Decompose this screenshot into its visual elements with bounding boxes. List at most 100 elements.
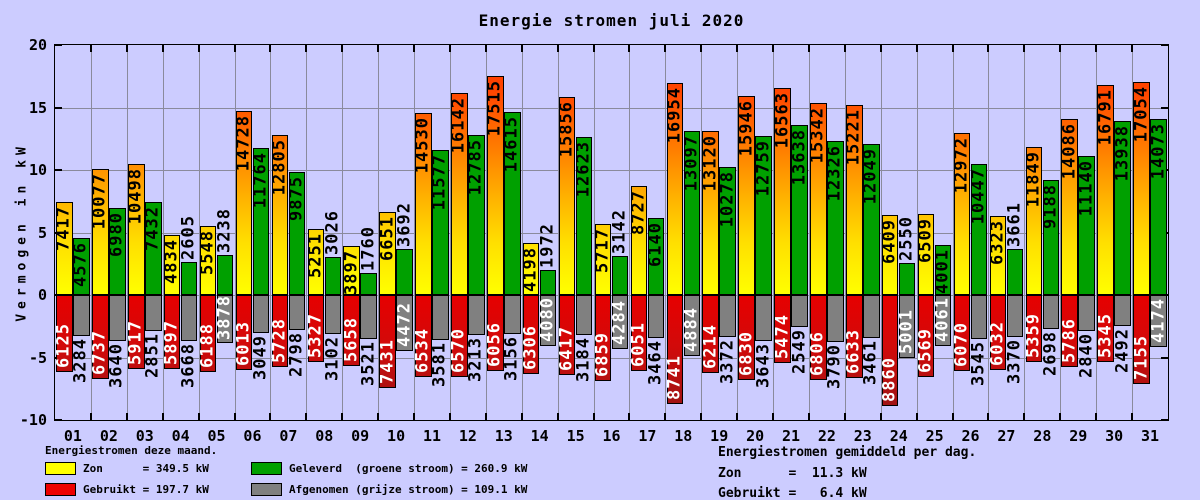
x-tick-bottom xyxy=(89,413,92,420)
bar-value-label: 16954 xyxy=(664,87,685,144)
legend-item-geleverd: Geleverd (groene stroom) = 260.9 kW xyxy=(251,462,527,475)
bar-zon-03: 10498 xyxy=(126,163,146,295)
bar-afgenomen-28: 2698 xyxy=(1040,295,1060,376)
bar-value-label: 2851 xyxy=(142,332,163,378)
bar-zon-20: 15946 xyxy=(736,95,757,295)
gridline-vertical xyxy=(306,45,308,420)
x-tick-label-30: 30 xyxy=(1105,427,1124,445)
x-tick-label-14: 14 xyxy=(530,427,549,445)
bar-value-label: 6417 xyxy=(556,326,577,372)
x-tick-top xyxy=(305,45,308,52)
bar-zon-12: 16142 xyxy=(449,93,469,295)
bar-gebruikt-02: 6737 xyxy=(90,295,110,380)
x-tick-label-20: 20 xyxy=(746,427,765,445)
bar-value-label: 5917 xyxy=(125,320,146,365)
x-tick-top xyxy=(89,45,92,52)
gridline-vertical xyxy=(234,45,236,420)
x-tick-bottom xyxy=(772,413,775,420)
x-tick-top xyxy=(1023,45,1026,52)
bar-value-label: 3049 xyxy=(250,335,271,381)
bar-zon-18: 16954 xyxy=(664,83,685,295)
x-tick-top xyxy=(448,45,451,52)
gridline-vertical xyxy=(198,45,200,420)
bar-zon-13: 17515 xyxy=(485,76,505,295)
bar-geleverd-09: 1760 xyxy=(358,226,378,295)
bar-gebruikt-03: 5917 xyxy=(125,295,146,369)
bar-zon-27: 6323 xyxy=(987,215,1007,295)
bar-gebruikt-30: 5345 xyxy=(1095,295,1115,362)
gridline-vertical xyxy=(1132,45,1134,420)
x-tick-bottom xyxy=(341,413,344,420)
x-tick-bottom xyxy=(161,413,164,420)
bar-value-label: 8727 xyxy=(628,189,649,235)
bar-value-label: 14615 xyxy=(501,116,522,173)
bar-value-label: 3370 xyxy=(1004,339,1025,385)
bar-afgenomen-04: 3668 xyxy=(179,295,199,388)
gridline-horizontal xyxy=(55,170,1168,171)
y-tick-left xyxy=(55,106,62,109)
bar-gebruikt-21: 5474 xyxy=(772,295,792,364)
bar-geleverd-14: 1972 xyxy=(538,223,558,295)
bar-zon-04: 4834 xyxy=(162,234,182,295)
bar-value-label: 5359 xyxy=(1023,313,1044,358)
x-tick-top xyxy=(484,45,487,52)
bar-value-label: 12785 xyxy=(465,139,486,196)
bar-value-label: 2549 xyxy=(789,328,809,374)
bar-afgenomen-11: 3581 xyxy=(430,295,450,387)
y-tick-right xyxy=(1161,44,1168,46)
x-tick-top xyxy=(556,45,559,52)
x-tick-top xyxy=(520,45,523,52)
bar-zon-17: 8727 xyxy=(628,185,649,295)
bar-geleverd-19: 10278 xyxy=(717,166,737,295)
x-tick-label-12: 12 xyxy=(458,427,477,445)
gridline-vertical xyxy=(342,45,344,420)
gridline-vertical xyxy=(449,45,451,420)
bar-value-label: 3661 xyxy=(1004,202,1025,248)
bar-gebruikt-18: 8741 xyxy=(664,295,684,405)
bar-value-label: 12805 xyxy=(269,138,290,196)
x-tick-label-13: 13 xyxy=(494,427,513,445)
bar-value-label: 6214 xyxy=(700,323,721,369)
bar-value-label: 16791 xyxy=(1095,89,1116,146)
bar-afgenomen-08: 3102 xyxy=(322,295,342,381)
x-tick-bottom xyxy=(1023,413,1026,420)
bar-zon-31: 17054 xyxy=(1131,81,1151,295)
legend-label-afgenomen: Afgenomen (grijze stroom) = 109.1 kW xyxy=(289,483,528,496)
bar-value-label: 12623 xyxy=(573,141,594,198)
bar-value-label: 3184 xyxy=(573,336,594,382)
bar-zon-01: 7417 xyxy=(54,202,74,295)
y-tick-left xyxy=(55,169,62,171)
bar-gebruikt-20: 6830 xyxy=(736,295,756,381)
legend-label-gebruikt: Gebruikt = 197.7 kW xyxy=(83,483,209,496)
bar-zon-22: 15342 xyxy=(808,103,828,295)
bar-zon-23: 15221 xyxy=(844,104,864,295)
bar-afgenomen-06: 3049 xyxy=(250,295,270,380)
bar-value-label: 10447 xyxy=(968,168,989,225)
bar-value-label: 5717 xyxy=(592,227,613,273)
bar-value-label: 3213 xyxy=(465,337,486,383)
gridline-vertical xyxy=(629,45,631,420)
bar-afgenomen-13: 3156 xyxy=(502,295,522,381)
bar-value-label: 5897 xyxy=(161,319,182,365)
bar-value-label: 1760 xyxy=(358,226,379,271)
x-tick-top xyxy=(736,45,739,52)
x-tick-label-31: 31 xyxy=(1141,427,1160,445)
bar-afgenomen-03: 2851 xyxy=(143,295,163,378)
x-tick-top xyxy=(700,45,703,52)
x-tick-bottom xyxy=(879,413,882,420)
bar-afgenomen-27: 3370 xyxy=(1004,295,1024,384)
bar-zon-19: 13120 xyxy=(700,131,720,295)
bar-value-label: 2550 xyxy=(896,216,917,262)
bar-gebruikt-12: 6570 xyxy=(449,295,469,378)
bar-geleverd-20: 12759 xyxy=(753,135,773,295)
bar-gebruikt-27: 6032 xyxy=(987,295,1007,371)
bar-value-label: 15946 xyxy=(736,99,757,156)
x-tick-label-18: 18 xyxy=(674,427,693,445)
x-tick-top xyxy=(1059,45,1062,52)
bar-geleverd-27: 3661 xyxy=(1004,202,1024,295)
x-tick-label-28: 28 xyxy=(1033,427,1052,445)
bar-value-label: 3238 xyxy=(214,207,235,253)
bar-afgenomen-23: 3461 xyxy=(861,295,881,385)
x-tick-label-16: 16 xyxy=(602,427,621,445)
bar-afgenomen-21: 2549 xyxy=(789,295,809,374)
